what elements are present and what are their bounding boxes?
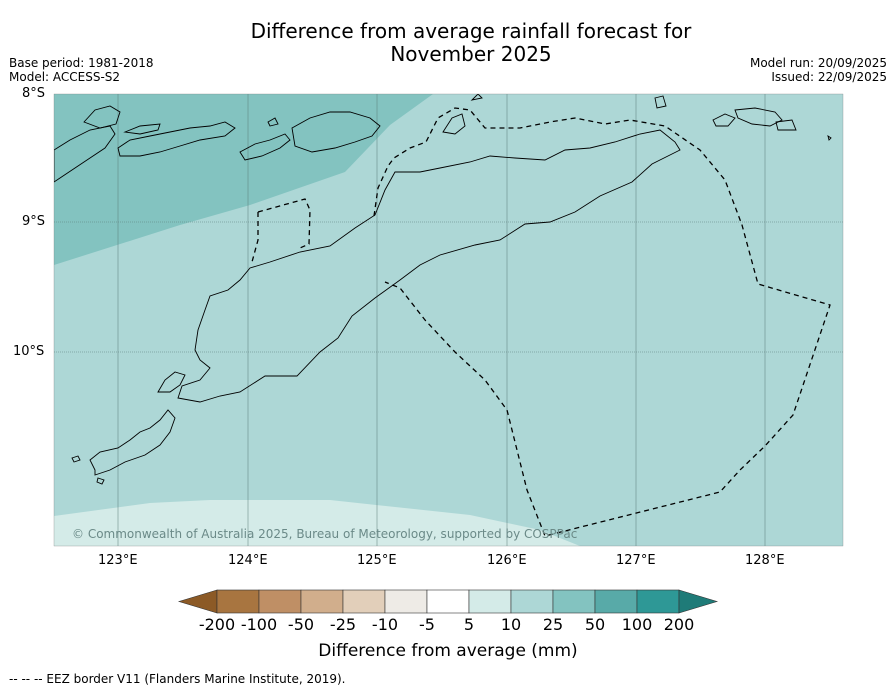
colorbar-tick-label: 100	[621, 615, 653, 634]
model-name: Model: ACCESS-S2	[9, 70, 121, 84]
colorbar-tick-label: -100	[240, 615, 278, 634]
map-frame	[53, 93, 844, 547]
colorbar-extend-low	[177, 589, 218, 614]
flores-coast	[54, 125, 116, 183]
colorbar-bin	[594, 589, 638, 614]
rain-zone-5-10	[54, 500, 580, 546]
island-ne4	[775, 119, 797, 131]
colorbar-bin	[384, 589, 428, 614]
map-title: Difference from average rainfall forecas…	[0, 20, 896, 66]
colorbar-tick-label: 25	[542, 615, 564, 634]
island-sw2	[71, 455, 81, 463]
colorbar-tick-label: -50	[287, 615, 315, 634]
eez-border	[251, 107, 831, 537]
colorbar-tick-label: 200	[663, 615, 695, 634]
footer-note: -- -- -- EEZ border V11 (Flanders Marine…	[9, 672, 346, 686]
colorbar-bin	[426, 589, 470, 614]
island-n6	[442, 113, 466, 135]
coastlines	[54, 94, 832, 485]
title-line-1: Difference from average rainfall forecas…	[250, 19, 692, 43]
island-ne5	[827, 134, 832, 141]
issued-date: Issued: 22/09/2025	[771, 70, 887, 84]
title-line-2: November 2025	[390, 42, 552, 66]
island-ne2	[712, 113, 736, 127]
colorbar-tick-label: -10	[371, 615, 399, 634]
island-n2	[117, 121, 236, 157]
copyright-notice: © Commonwealth of Australia 2025, Bureau…	[72, 527, 578, 541]
lat-label-9s: 9°S	[22, 214, 46, 229]
lon-label-128e: 128°E	[745, 553, 785, 568]
island-sw3	[96, 477, 105, 485]
island-sw1	[157, 371, 186, 393]
lat-label-10s: 10°S	[13, 344, 45, 359]
colorbar-tick-label: 10	[500, 615, 522, 634]
meta-left: Base period: 1981-2018 Model: ACCESS-S2	[9, 56, 154, 84]
island-n3	[123, 123, 161, 135]
colorbar-extend-high	[678, 589, 719, 614]
colorbar-label: Difference from average (mm)	[318, 641, 578, 661]
island-ne1	[654, 95, 667, 109]
wetar-coast	[291, 111, 381, 153]
meta-right: Model run: 20/09/2025 Issued: 22/09/2025	[750, 56, 887, 84]
timor-coast	[177, 129, 681, 403]
colorbar-bin	[552, 589, 596, 614]
island-n5	[267, 117, 279, 127]
colorbar-tick-label: -25	[329, 615, 357, 634]
rote-island	[89, 409, 176, 476]
colorbar-tick-label: -5	[419, 615, 435, 634]
colorbar-tick-label: -200	[198, 615, 236, 634]
colorbar-tick-label: 5	[463, 615, 475, 634]
lon-label-124e: 124°E	[228, 553, 268, 568]
lon-label-125e: 125°E	[357, 553, 397, 568]
lon-label-123e: 123°E	[98, 553, 138, 568]
colorbar-bin	[342, 589, 386, 614]
island-n4	[239, 133, 291, 161]
island-n1	[83, 105, 121, 129]
colorbar-bin	[636, 589, 680, 614]
colorbar-bin	[216, 589, 260, 614]
lat-label-8s: 8°S	[22, 86, 46, 101]
lon-label-127e: 127°E	[616, 553, 656, 568]
colorbar-bin	[468, 589, 512, 614]
model-run: Model run: 20/09/2025	[749, 56, 887, 70]
lon-label-126e: 126°E	[487, 553, 527, 568]
base-period: Base period: 1981-2018	[9, 56, 154, 70]
island-n7	[470, 94, 483, 101]
colorbar-bin	[258, 589, 302, 614]
colorbar-bin	[510, 589, 554, 614]
graticule	[54, 94, 843, 546]
colorbar-tick-label: 50	[584, 615, 606, 634]
colorbar-bin	[300, 589, 344, 614]
